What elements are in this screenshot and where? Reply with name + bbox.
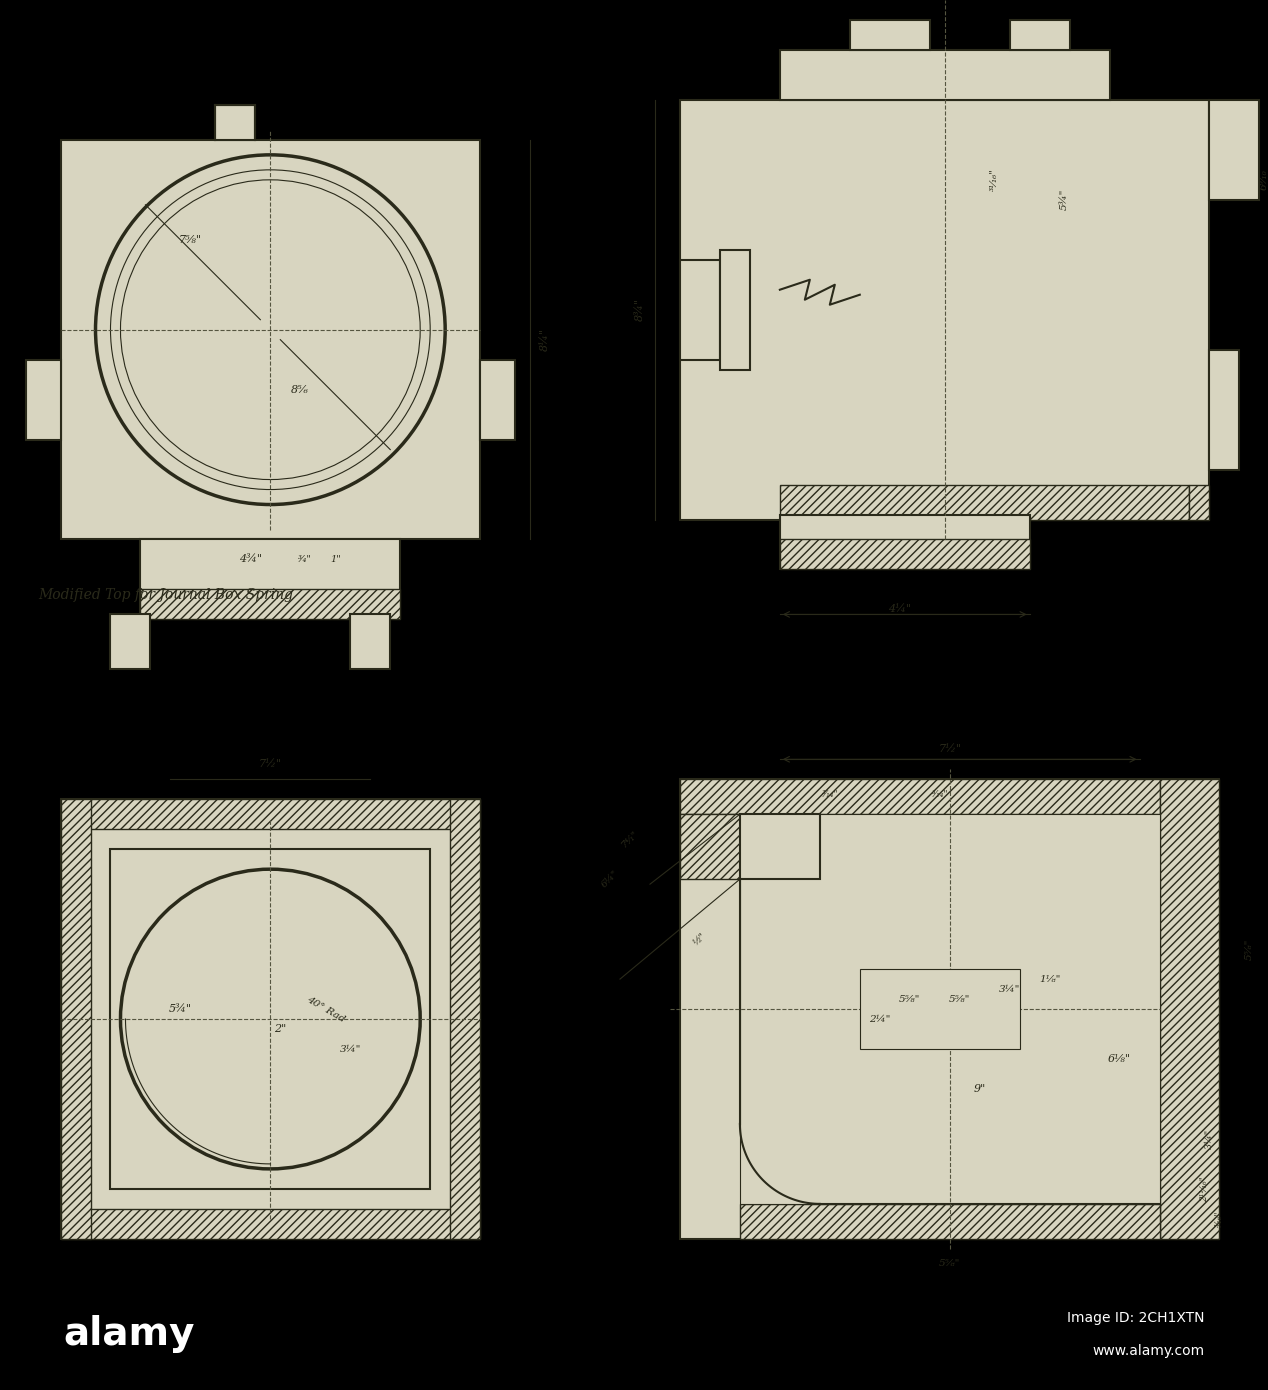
Text: 8¾": 8¾" (635, 299, 645, 321)
Text: ³⁄₁₄": ³⁄₁₄" (932, 790, 948, 799)
Bar (216, 104, 255, 140)
Text: 3¼": 3¼" (999, 984, 1021, 994)
Text: 6¼": 6¼" (600, 869, 620, 890)
Bar (141, 589, 401, 620)
Circle shape (120, 869, 420, 1169)
Text: 7⁴⁄₁": 7⁴⁄₁" (620, 828, 640, 849)
Text: 9": 9" (974, 1084, 985, 1094)
Bar (110, 849, 430, 1188)
Bar (741, 815, 1159, 1204)
Bar (780, 539, 1030, 570)
Bar (1009, 19, 1070, 50)
Text: 3¼": 3¼" (1205, 1129, 1213, 1150)
Bar (1189, 485, 1210, 520)
Bar (61, 140, 481, 539)
Bar (1159, 780, 1220, 1238)
Bar (780, 485, 1189, 520)
Bar (61, 799, 90, 1238)
Bar (720, 250, 749, 370)
Text: ½": ½" (692, 931, 708, 947)
Text: 4¾": 4¾" (238, 555, 262, 564)
Text: 2": 2" (274, 1024, 287, 1034)
Text: www.alamy.com: www.alamy.com (1093, 1344, 1205, 1358)
Bar (1210, 100, 1259, 200)
Circle shape (95, 154, 445, 505)
Bar (741, 1204, 1159, 1238)
Bar (680, 780, 1220, 1238)
Bar (110, 614, 151, 670)
Text: 5⅝": 5⅝" (1245, 938, 1254, 960)
Bar (61, 799, 481, 1238)
Circle shape (110, 170, 430, 489)
Text: 7½": 7½" (259, 759, 281, 769)
Text: 4¼": 4¼" (889, 605, 912, 614)
Text: 6⁹⁄₁₀: 6⁹⁄₁₀ (1260, 170, 1268, 190)
Text: 6⅛": 6⅛" (1108, 1054, 1131, 1063)
Text: 1⅛": 1⅛" (1038, 974, 1060, 984)
Text: ³⁄₁₆": ³⁄₁₆" (1215, 1211, 1224, 1227)
Bar (481, 360, 515, 439)
Bar (61, 1209, 481, 1238)
Text: ³⁄₁₄": ³⁄₁₄" (822, 790, 838, 799)
Bar (350, 614, 391, 670)
Text: Modified Top for Journal Box Spring: Modified Top for Journal Box Spring (38, 588, 294, 602)
Text: 5⅝": 5⅝" (940, 1259, 960, 1268)
Bar (680, 100, 1210, 520)
Text: Image ID: 2CH1XTN: Image ID: 2CH1XTN (1068, 1311, 1205, 1325)
Text: alamy: alamy (63, 1315, 195, 1354)
Text: 40° Rad: 40° Rad (304, 994, 346, 1023)
Bar (680, 815, 741, 880)
Bar (1210, 350, 1239, 470)
Text: 8¼": 8¼" (540, 328, 550, 352)
Bar (61, 799, 481, 830)
Text: 8⁵⁄₆: 8⁵⁄₆ (292, 385, 309, 395)
Bar (850, 19, 929, 50)
Bar (860, 969, 1019, 1049)
Circle shape (120, 179, 420, 480)
Bar (450, 799, 481, 1238)
Text: ³¹⁄₁₆": ³¹⁄₁₆" (990, 168, 999, 192)
Text: 7½": 7½" (938, 744, 961, 755)
Text: 5¾": 5¾" (169, 1004, 191, 1015)
Bar (780, 50, 1110, 100)
Bar (780, 514, 1030, 570)
Text: 2¼": 2¼" (869, 1015, 890, 1023)
Text: 5⁵⁄₈": 5⁵⁄₈" (899, 995, 921, 1004)
Text: 2¹¹⁄₁₆": 2¹¹⁄₁₆" (1200, 1176, 1208, 1202)
Bar (741, 815, 820, 880)
Text: ³⁄₄": ³⁄₄" (298, 555, 312, 564)
Bar (141, 539, 401, 620)
Bar (680, 260, 720, 360)
Bar (25, 360, 61, 439)
Bar (680, 780, 1159, 815)
Text: 1": 1" (330, 555, 341, 564)
Text: 7⅝": 7⅝" (179, 235, 202, 245)
Text: 5¾": 5¾" (1060, 189, 1069, 210)
Text: 5⁵⁄₈": 5⁵⁄₈" (948, 995, 970, 1004)
Text: 3¼": 3¼" (340, 1044, 361, 1054)
